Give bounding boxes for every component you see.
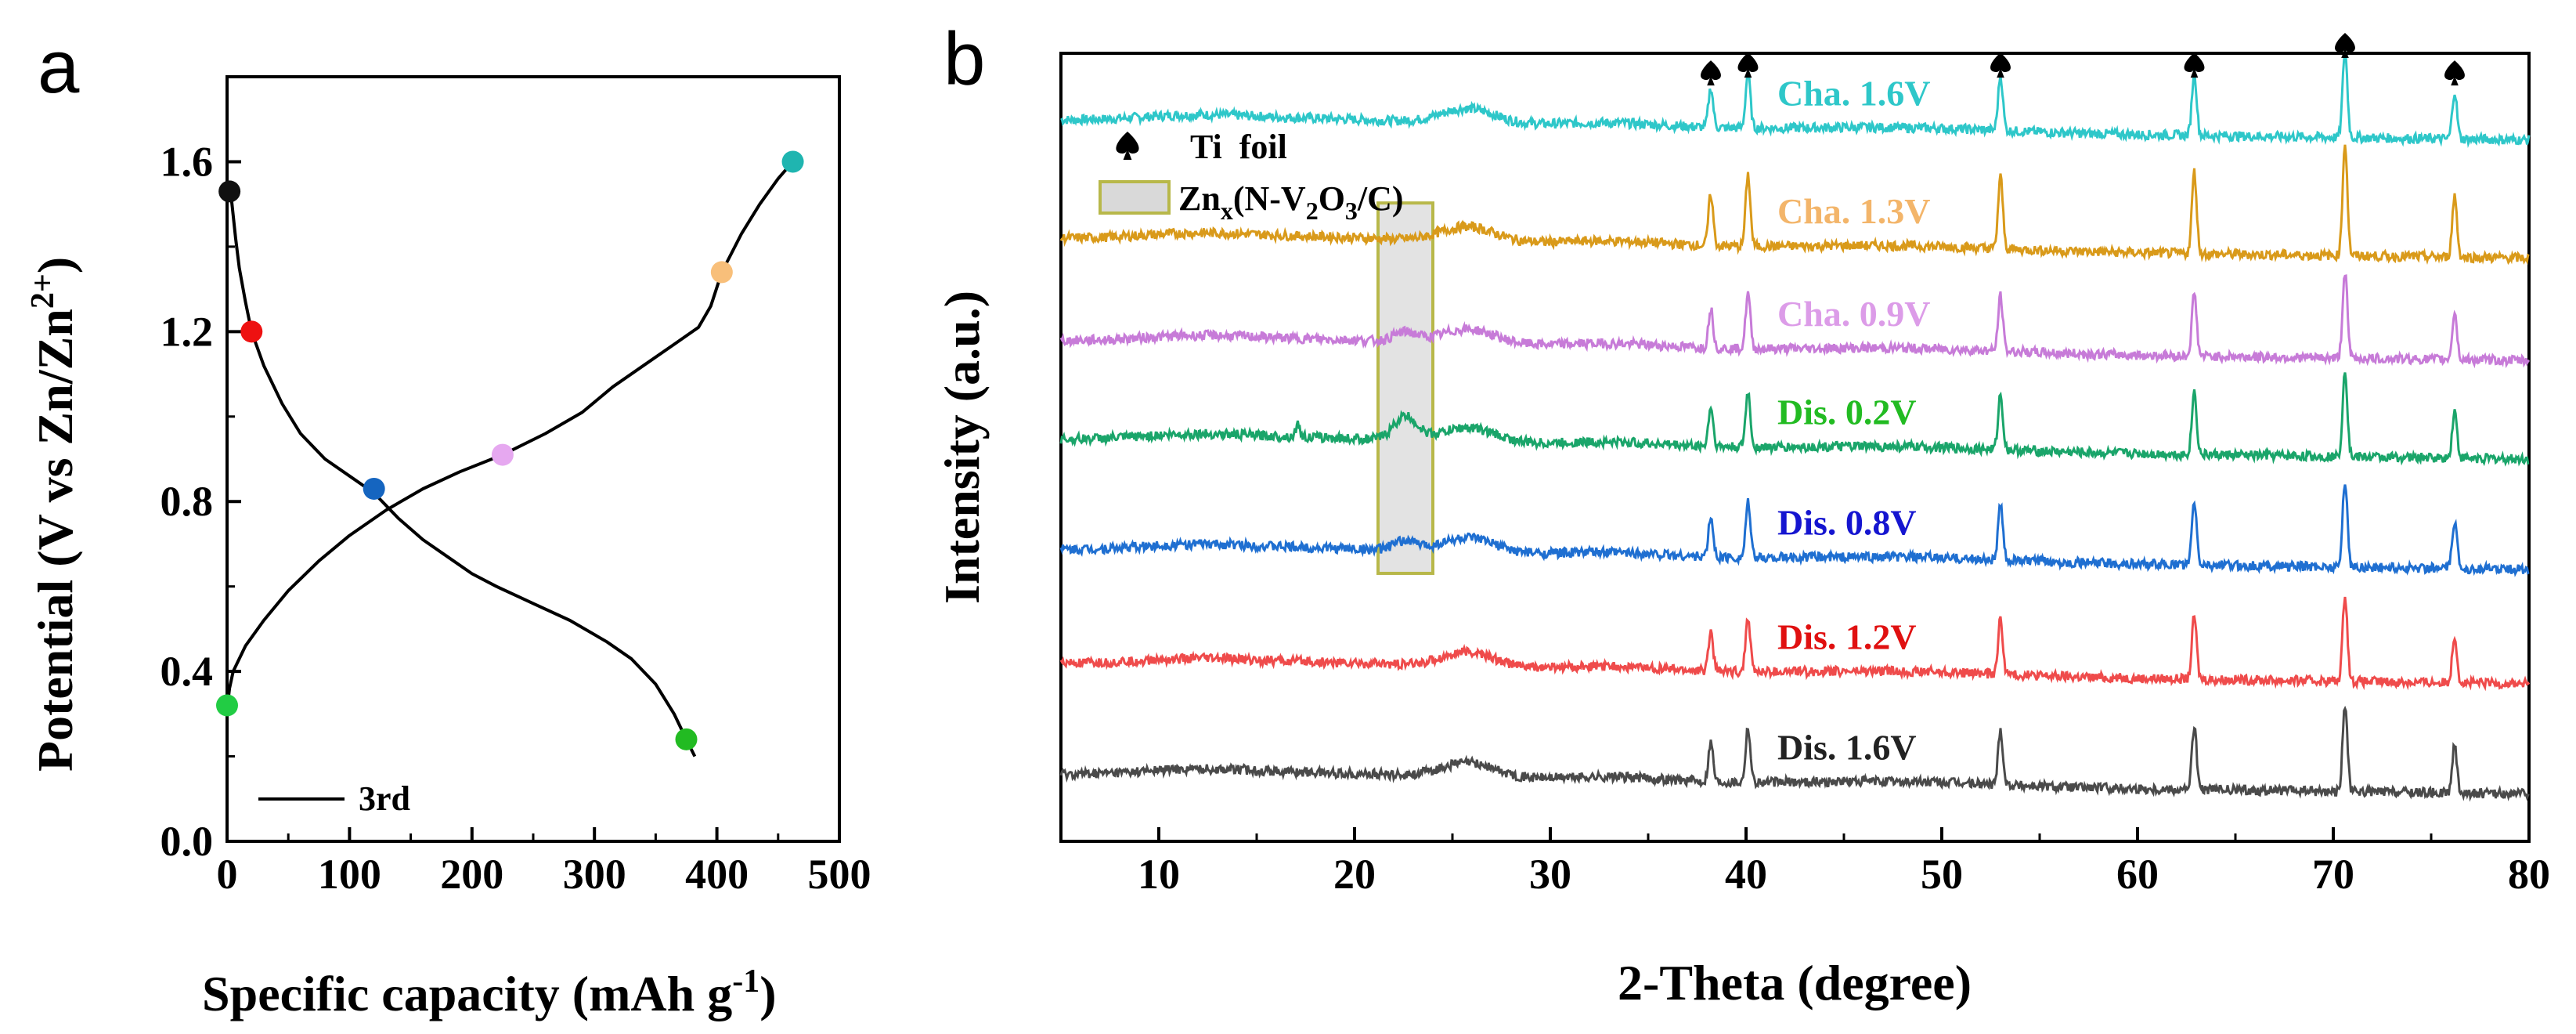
x-tick-label-b: 70 [2312,851,2354,898]
y-axis-title-a: Potential (V vs Zn/Zn2+) [25,257,83,772]
data-point-marker [491,443,514,466]
spade-icon [1990,52,2011,78]
plot-frame-b [1059,52,2531,843]
data-point-marker [216,694,238,717]
spade-icon [1116,132,1139,160]
legend-label-3rd: 3rd [359,779,410,818]
data-point-marker [218,180,241,203]
series-label-dis-0-2v: Dis. 0.2V [1777,392,1917,432]
axis-ticks-a: 0 100 200 300 400 500 0.0 0.4 0.8 1.2 1.6 [161,138,871,898]
xrd-pattern-cha-1-3v [1059,144,2530,266]
spade-icon [2335,32,2355,58]
data-point-marker [781,150,804,173]
x-tick-label-a: 400 [685,851,749,898]
x-tick-label-b: 50 [1921,851,1963,898]
x-tick-label-b: 80 [2508,851,2550,898]
x-tick-label-b: 30 [1529,851,1571,898]
spade-icon [2184,52,2205,78]
x-tick-label-a: 500 [808,851,871,898]
x-tick-label-a: 100 [318,851,381,898]
spade-icon [2444,60,2465,86]
spade-icon [1701,60,1721,86]
xrd-pattern-cha-0-9v [1059,274,2531,369]
series-labels-b: Cha. 1.6V Cha. 1.3V Cha. 0.9V Dis. 0.2V Dis.… [1777,73,1931,767]
series-line-charge [225,161,795,710]
plot-frame-a [225,75,841,843]
x-tick-label-b: 60 [2116,851,2159,898]
highlight-region [1376,201,1434,575]
spade-icon [1737,52,1759,78]
series-label-dis-1-6v: Dis. 1.6V [1777,727,1917,767]
series-label-dis-0-8v: Dis. 0.8V [1777,503,1917,543]
panel-label-a: a [38,25,80,109]
data-point-marker [240,320,263,343]
series-lines-b [1059,52,2531,802]
x-tick-label-b: 10 [1138,851,1180,898]
x-axis-title-a: Specific capacity (mAh g-1) [202,964,777,1021]
zn-highlight-box [1376,201,1434,575]
legend-box-icon [1099,180,1171,215]
legend-spade-icon [1116,132,1139,160]
x-tick-label-b: 40 [1725,851,1767,898]
x-axis-title-b: 2-Theta (degree) [1618,955,1972,1010]
x-tick-label-a: 0 [217,851,238,898]
legend-b: Ti foil Znx(N-V2O3/C) [1099,128,1404,225]
xrd-pattern-dis-1-6v [1059,705,2530,802]
series-label-cha-1-3v: Cha. 1.3V [1777,191,1931,231]
x-tick-label-a: 300 [563,851,626,898]
xrd-pattern-dis-0-2v [1059,372,2530,467]
x-tick-label-a: 200 [440,851,503,898]
legend-a: 3rd [258,779,410,818]
series-label-cha-1-6v: Cha. 1.6V [1777,73,1931,113]
data-point-marker [363,477,385,500]
markers-a [216,150,804,750]
panel-a: a 0 100 200 300 400 500 0.0 0.4 0.8 1.2 1.6 3rd Sp… [25,25,871,1021]
data-point-marker [710,261,733,284]
ti-peak-markers [1701,32,2465,86]
y-tick-label-a: 1.6 [161,138,214,185]
series-label-cha-0-9v: Cha. 0.9V [1777,294,1931,334]
y-axis-title-b: Intensity (a.u.) [934,291,990,604]
data-point-marker [675,728,698,750]
legend-label-ti-foil: Ti foil [1190,128,1287,166]
xrd-pattern-dis-1-2v [1059,596,2531,692]
y-tick-label-a: 0.0 [161,818,214,865]
axis-ticks-b: 10 20 30 40 50 60 70 80 [1138,827,2550,898]
series-label-dis-1-2v: Dis. 1.2V [1777,616,1917,656]
y-tick-label-a: 1.2 [161,308,214,355]
panel-label-b: b [943,17,985,101]
series-line-discharge [228,183,697,757]
x-tick-label-b: 20 [1333,851,1376,898]
y-tick-label-a: 0.8 [161,478,214,525]
xrd-pattern-cha-1-6v [1060,52,2531,148]
y-tick-label-a: 0.4 [161,648,214,695]
legend-label-znx: Znx(N-V2O3/C) [1178,179,1404,225]
xrd-pattern-dis-0-8v [1059,484,2530,577]
